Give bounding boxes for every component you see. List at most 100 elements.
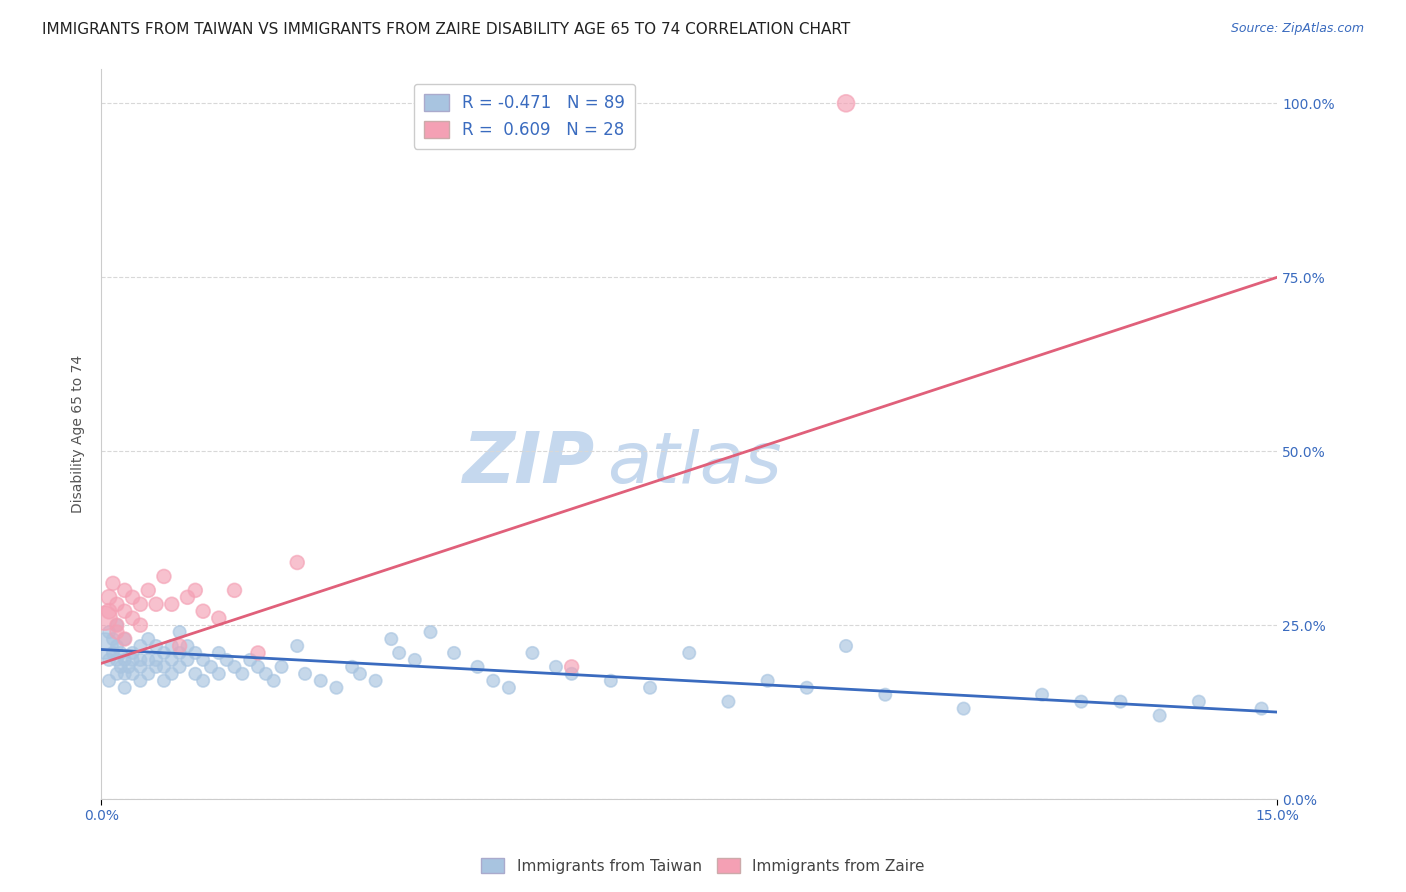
- Point: [129, 597, 152, 611]
- Point: [875, 688, 897, 702]
- Legend: Immigrants from Taiwan, Immigrants from Zaire: Immigrants from Taiwan, Immigrants from …: [475, 852, 931, 880]
- Point: [215, 653, 238, 667]
- Point: [114, 632, 136, 646]
- Point: [98, 673, 121, 688]
- Point: [129, 618, 152, 632]
- Point: [136, 583, 159, 598]
- Point: [184, 646, 207, 660]
- Point: [136, 666, 159, 681]
- Point: [239, 653, 262, 667]
- Point: [247, 646, 270, 660]
- Point: [482, 673, 505, 688]
- Point: [121, 611, 143, 625]
- Point: [98, 653, 121, 667]
- Point: [717, 695, 740, 709]
- Point: [208, 666, 231, 681]
- Point: [1149, 708, 1171, 723]
- Point: [191, 673, 214, 688]
- Point: [153, 646, 176, 660]
- Point: [200, 660, 222, 674]
- Point: [105, 639, 128, 653]
- Point: [114, 666, 136, 681]
- Point: [145, 639, 167, 653]
- Point: [145, 660, 167, 674]
- Point: [270, 660, 292, 674]
- Point: [796, 681, 818, 695]
- Point: [285, 556, 308, 570]
- Point: [118, 660, 141, 674]
- Point: [110, 646, 132, 660]
- Point: [1031, 688, 1053, 702]
- Point: [176, 653, 198, 667]
- Point: [247, 660, 270, 674]
- Text: Source: ZipAtlas.com: Source: ZipAtlas.com: [1230, 22, 1364, 36]
- Point: [121, 591, 143, 605]
- Point: [184, 666, 207, 681]
- Point: [184, 583, 207, 598]
- Point: [160, 666, 183, 681]
- Point: [349, 666, 371, 681]
- Point: [443, 646, 465, 660]
- Point: [638, 681, 661, 695]
- Point: [160, 653, 183, 667]
- Point: [160, 639, 183, 653]
- Point: [285, 639, 308, 653]
- Point: [105, 618, 128, 632]
- Point: [952, 701, 974, 715]
- Point: [121, 646, 143, 660]
- Point: [101, 646, 124, 660]
- Point: [101, 576, 124, 591]
- Point: [191, 653, 214, 667]
- Point: [364, 673, 387, 688]
- Point: [114, 653, 136, 667]
- Point: [176, 591, 198, 605]
- Point: [176, 639, 198, 653]
- Point: [169, 625, 191, 640]
- Point: [294, 666, 316, 681]
- Point: [98, 604, 121, 618]
- Point: [404, 653, 426, 667]
- Point: [105, 653, 128, 667]
- Point: [136, 653, 159, 667]
- Point: [522, 646, 544, 660]
- Point: [121, 653, 143, 667]
- Point: [561, 660, 583, 674]
- Point: [129, 660, 152, 674]
- Point: [94, 639, 117, 653]
- Point: [114, 681, 136, 695]
- Point: [756, 673, 779, 688]
- Point: [498, 681, 520, 695]
- Point: [169, 660, 191, 674]
- Point: [114, 632, 136, 646]
- Point: [110, 660, 132, 674]
- Point: [160, 597, 183, 611]
- Point: [1250, 701, 1272, 715]
- Point: [388, 646, 411, 660]
- Point: [254, 666, 277, 681]
- Point: [544, 660, 567, 674]
- Point: [98, 625, 121, 640]
- Point: [98, 591, 121, 605]
- Point: [105, 666, 128, 681]
- Point: [231, 666, 253, 681]
- Text: ZIP: ZIP: [463, 428, 595, 498]
- Point: [380, 632, 402, 646]
- Point: [153, 569, 176, 583]
- Point: [145, 653, 167, 667]
- Point: [224, 660, 246, 674]
- Point: [1109, 695, 1132, 709]
- Point: [105, 625, 128, 640]
- Point: [1188, 695, 1211, 709]
- Point: [129, 673, 152, 688]
- Point: [169, 639, 191, 653]
- Text: IMMIGRANTS FROM TAIWAN VS IMMIGRANTS FROM ZAIRE DISABILITY AGE 65 TO 74 CORRELAT: IMMIGRANTS FROM TAIWAN VS IMMIGRANTS FRO…: [42, 22, 851, 37]
- Point: [114, 604, 136, 618]
- Point: [101, 632, 124, 646]
- Text: atlas: atlas: [607, 428, 782, 498]
- Point: [561, 666, 583, 681]
- Point: [835, 639, 858, 653]
- Point: [340, 660, 363, 674]
- Point: [678, 646, 700, 660]
- Point: [153, 673, 176, 688]
- Point: [94, 611, 117, 625]
